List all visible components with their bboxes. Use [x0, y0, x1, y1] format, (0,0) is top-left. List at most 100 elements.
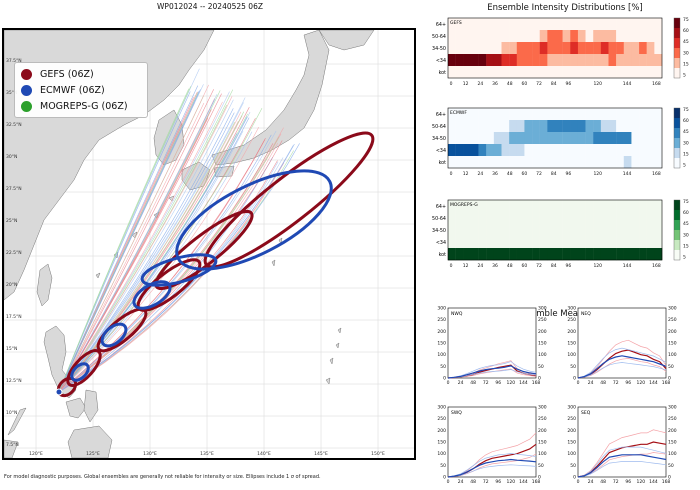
intensity-cell — [524, 224, 533, 237]
track-map[interactable]: 120°E 125°E 130°E 135°E 140°E 145°E 150°E 7.5°… — [2, 28, 416, 460]
r34-y-tick-right: 150 — [538, 440, 547, 446]
intensity-x-tick: 12 — [463, 171, 469, 177]
r34-iqr-lower — [577, 362, 667, 379]
colorbar-tick: 15 — [683, 151, 689, 157]
panel-name: ECMWF — [450, 110, 467, 116]
intensity-cell — [616, 200, 624, 213]
intensity-cell — [539, 54, 548, 67]
intensity-cell — [616, 224, 624, 237]
intensity-cell — [547, 120, 556, 133]
intensity-cell — [463, 248, 472, 261]
intensity-cell — [654, 224, 663, 237]
intensity-cell — [585, 30, 594, 43]
intensity-cell — [631, 66, 640, 79]
intensity-x-tick: 120 — [593, 171, 602, 177]
intensity-cell — [478, 156, 487, 169]
intensity-cell — [448, 18, 456, 31]
intensity-cell — [455, 30, 464, 43]
intensity-x-tick: 36 — [492, 81, 498, 87]
r34-iqr-lower — [447, 464, 537, 478]
intensity-cell — [547, 236, 556, 249]
legend-item-mogreps: MOGREPS-G (06Z) — [21, 98, 141, 114]
panel-frame — [447, 107, 663, 169]
intensity-cell — [631, 132, 640, 145]
colorbar-tick: 30 — [683, 50, 689, 56]
intensity-cell — [646, 156, 655, 169]
r34-y-tick-right: 100 — [538, 451, 547, 457]
intensity-cell — [501, 120, 510, 133]
intensity-cell — [493, 132, 502, 145]
intensity-cell — [570, 30, 579, 43]
panel-name: MOGREPS-G — [450, 202, 478, 208]
intensity-cell — [493, 30, 502, 43]
intensity-cell — [470, 248, 479, 261]
r34-y-tick: 300 — [567, 405, 576, 411]
intensity-cell — [616, 30, 624, 43]
intensity-cell — [509, 18, 517, 31]
intensity-cell — [532, 248, 540, 261]
r34-y-tick-right: 250 — [538, 416, 547, 422]
intensity-cell — [654, 66, 663, 79]
r34-iqr-upper — [577, 347, 667, 379]
intensity-cell — [493, 66, 502, 79]
intensity-cell — [524, 132, 533, 145]
r34-y-tick-right: 250 — [538, 317, 547, 323]
r34-y-tick: 100 — [437, 352, 446, 358]
r34-x-tick: 144 — [519, 479, 528, 485]
r34-x-tick: 96 — [625, 479, 631, 485]
intensity-cell — [493, 200, 502, 213]
intensity-cell — [547, 144, 556, 157]
intensity-row-label: <34 — [436, 148, 446, 154]
intensity-cell — [585, 212, 594, 225]
intensity-cell — [623, 144, 632, 157]
intensity-cell — [547, 248, 556, 261]
intensity-x-tick: 0 — [450, 263, 453, 269]
intensity-cell — [646, 42, 655, 55]
ecmwf-ellipse-72h — [70, 362, 90, 382]
member-track — [58, 107, 263, 393]
r34-iqr-upper — [577, 446, 667, 478]
intensity-cell — [577, 30, 586, 43]
intensity-cell — [501, 42, 510, 55]
intensity-cell — [524, 108, 533, 121]
intensity-cell — [501, 144, 510, 157]
intensity-cell — [562, 224, 571, 237]
intensity-cell — [509, 212, 517, 225]
borneo-tip — [4, 439, 19, 458]
intensity-row-label: 50-64 — [432, 124, 446, 130]
r34-mean-line — [577, 355, 667, 379]
intensity-cell — [654, 42, 663, 55]
intensity-cell — [539, 66, 548, 79]
intensity-cell — [631, 212, 640, 225]
intensity-cell — [570, 132, 579, 145]
intensity-cell — [593, 236, 602, 249]
member-track — [58, 97, 246, 393]
member-track — [58, 127, 284, 393]
intensity-cell — [623, 54, 632, 67]
intensity-cell — [448, 236, 456, 249]
intensity-cell — [470, 132, 479, 145]
intensity-cell — [623, 132, 632, 145]
member-track — [58, 101, 223, 393]
r34-iqr-upper — [577, 339, 667, 379]
lat-label: 17.5°N — [6, 314, 22, 320]
intensity-cell — [486, 66, 495, 79]
member-track — [58, 130, 244, 393]
intensity-cell — [470, 144, 479, 157]
intensity-cell — [524, 18, 533, 31]
intensity-cell — [616, 212, 624, 225]
intensity-cell — [493, 42, 502, 55]
member-track — [58, 112, 235, 393]
panel-frame — [447, 17, 663, 79]
intensity-cell — [616, 66, 624, 79]
intensity-cell — [616, 54, 624, 67]
lat-label: 15°N — [6, 346, 17, 352]
lat-label: 32.5°N — [6, 122, 22, 128]
r34-x-tick: 96 — [625, 380, 631, 386]
intensity-cell — [570, 42, 579, 55]
intensity-cell — [463, 156, 472, 169]
intensity-cell — [593, 212, 602, 225]
intensity-cell — [547, 108, 556, 121]
intensity-cell — [555, 54, 563, 67]
